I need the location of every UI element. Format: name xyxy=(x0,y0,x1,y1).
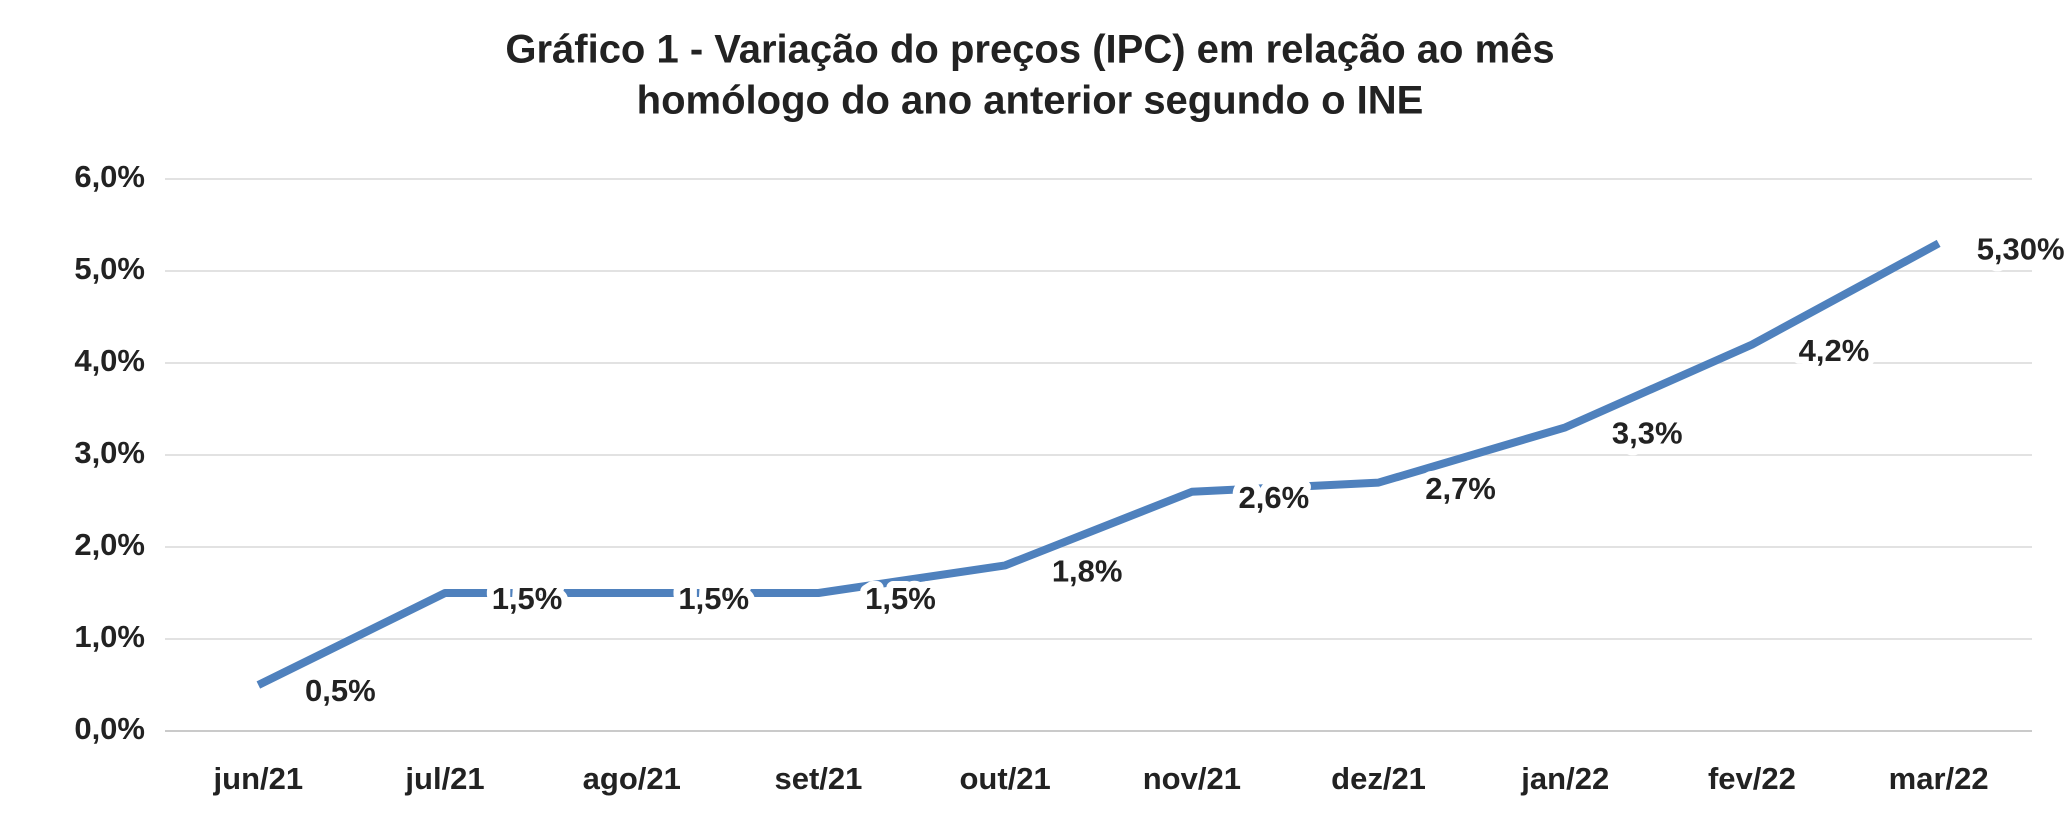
x-tick-label: jan/22 xyxy=(1520,761,1609,796)
y-tick-label: 6,0% xyxy=(74,159,145,194)
x-tick-label: out/21 xyxy=(960,761,1051,796)
data-label: 4,2% xyxy=(1799,333,1870,368)
y-tick-label: 1,0% xyxy=(74,619,145,654)
line xyxy=(256,239,1941,689)
data-label: 1,5% xyxy=(678,581,749,616)
y-tick-label: 5,0% xyxy=(74,251,145,286)
y-tick-label: 4,0% xyxy=(74,343,145,378)
x-tick-label: jul/21 xyxy=(404,761,484,796)
x-tick-label: mar/22 xyxy=(1889,761,1989,796)
y-tick-label: 2,0% xyxy=(74,527,145,562)
data-label: 0,5% xyxy=(305,673,376,708)
x-tick-label: dez/21 xyxy=(1331,761,1426,796)
chart-title: Gráfico 1 - Variação do preços (IPC) em … xyxy=(505,28,1554,72)
data-label: 5,30% xyxy=(1977,232,2065,267)
x-tick-label: ago/21 xyxy=(583,761,681,796)
x-tick-label: jun/21 xyxy=(213,761,304,796)
data-label: 2,7% xyxy=(1425,471,1496,506)
y-tick-label: 3,0% xyxy=(74,435,145,470)
chart-title: homólogo do ano anterior segundo o INE xyxy=(637,79,1424,123)
data-label: 1,8% xyxy=(1052,554,1123,589)
data-label: 3,3% xyxy=(1612,416,1683,451)
x-tick-label: fev/22 xyxy=(1708,761,1796,796)
data-label: 2,6% xyxy=(1239,480,1310,515)
y-tick-label: 0,0% xyxy=(74,711,145,746)
x-tick-label: nov/21 xyxy=(1143,761,1241,796)
x-tick-label: set/21 xyxy=(774,761,862,796)
data-label: 1,5% xyxy=(492,581,563,616)
data-label: 1,5% xyxy=(865,581,936,616)
